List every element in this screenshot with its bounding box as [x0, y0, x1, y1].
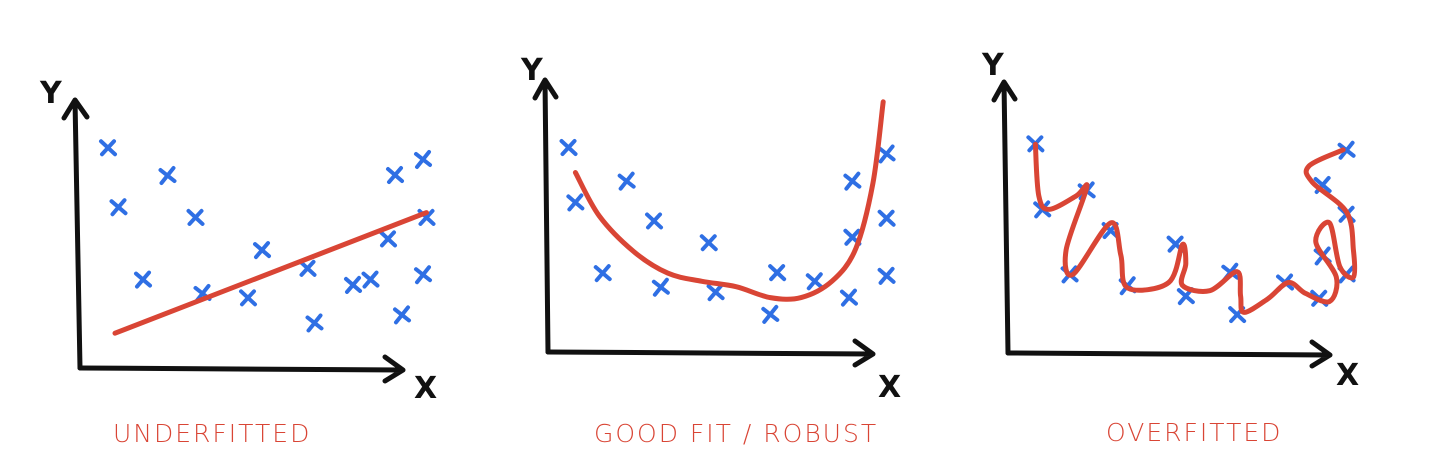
data-point — [839, 288, 858, 307]
data-points — [99, 139, 436, 333]
data-point — [344, 275, 362, 294]
data-point — [305, 313, 324, 333]
data-point — [699, 234, 718, 252]
data-point — [361, 270, 380, 289]
x-axis-label: X — [414, 371, 437, 406]
data-point — [593, 264, 612, 283]
data-point — [706, 283, 725, 302]
data-point — [877, 144, 896, 164]
data-point — [761, 304, 780, 324]
data-point — [239, 289, 257, 307]
data-point — [617, 171, 636, 191]
data-point — [386, 166, 404, 185]
fit-curve — [1032, 141, 1358, 315]
data-point — [1337, 140, 1356, 160]
data-point — [379, 230, 397, 248]
data-point — [109, 198, 128, 217]
data-point — [566, 193, 585, 212]
data-point — [186, 208, 205, 226]
data-point — [877, 209, 896, 227]
x-axis-arrow — [77, 354, 406, 384]
fit-line — [112, 210, 429, 336]
x-axis-arrow — [545, 338, 876, 368]
y-axis-label: Y — [981, 48, 1005, 83]
y-axis-label: Y — [39, 76, 63, 111]
panel-caption: GOOD FIT / ROBUST — [594, 419, 878, 448]
data-point — [414, 149, 432, 169]
fit-curve — [572, 99, 886, 302]
data-point — [158, 166, 177, 186]
y-axis-arrow — [532, 77, 559, 355]
data-point — [651, 277, 670, 297]
panel-caption: UNDERFITTED — [113, 419, 311, 448]
data-point — [393, 305, 411, 325]
data-point — [253, 241, 271, 260]
data-point — [645, 212, 664, 230]
data-point — [805, 272, 824, 291]
data-point — [414, 265, 432, 285]
y-axis-arrow — [61, 97, 90, 371]
x-axis-arrow — [1005, 339, 1333, 369]
data-point — [768, 264, 787, 282]
panel-caption: OVERFITTED — [1106, 418, 1282, 447]
data-point — [298, 259, 317, 277]
panel-good-fit: Y X GOOD FIT / ROBUST — [520, 53, 901, 448]
x-axis-label: X — [878, 370, 901, 405]
data-points — [559, 139, 896, 324]
x-axis-label: X — [1336, 358, 1359, 393]
data-point — [559, 139, 578, 156]
data-point — [99, 139, 117, 157]
data-point — [877, 266, 896, 285]
y-axis-label: Y — [520, 53, 544, 88]
panel-overfitted: Y X OVERFITTED — [981, 48, 1359, 447]
panel-underfitted: Y X UNDERFITTED — [39, 76, 437, 448]
y-axis-arrow — [991, 79, 1018, 356]
data-point — [843, 171, 862, 191]
data-point — [134, 270, 152, 289]
